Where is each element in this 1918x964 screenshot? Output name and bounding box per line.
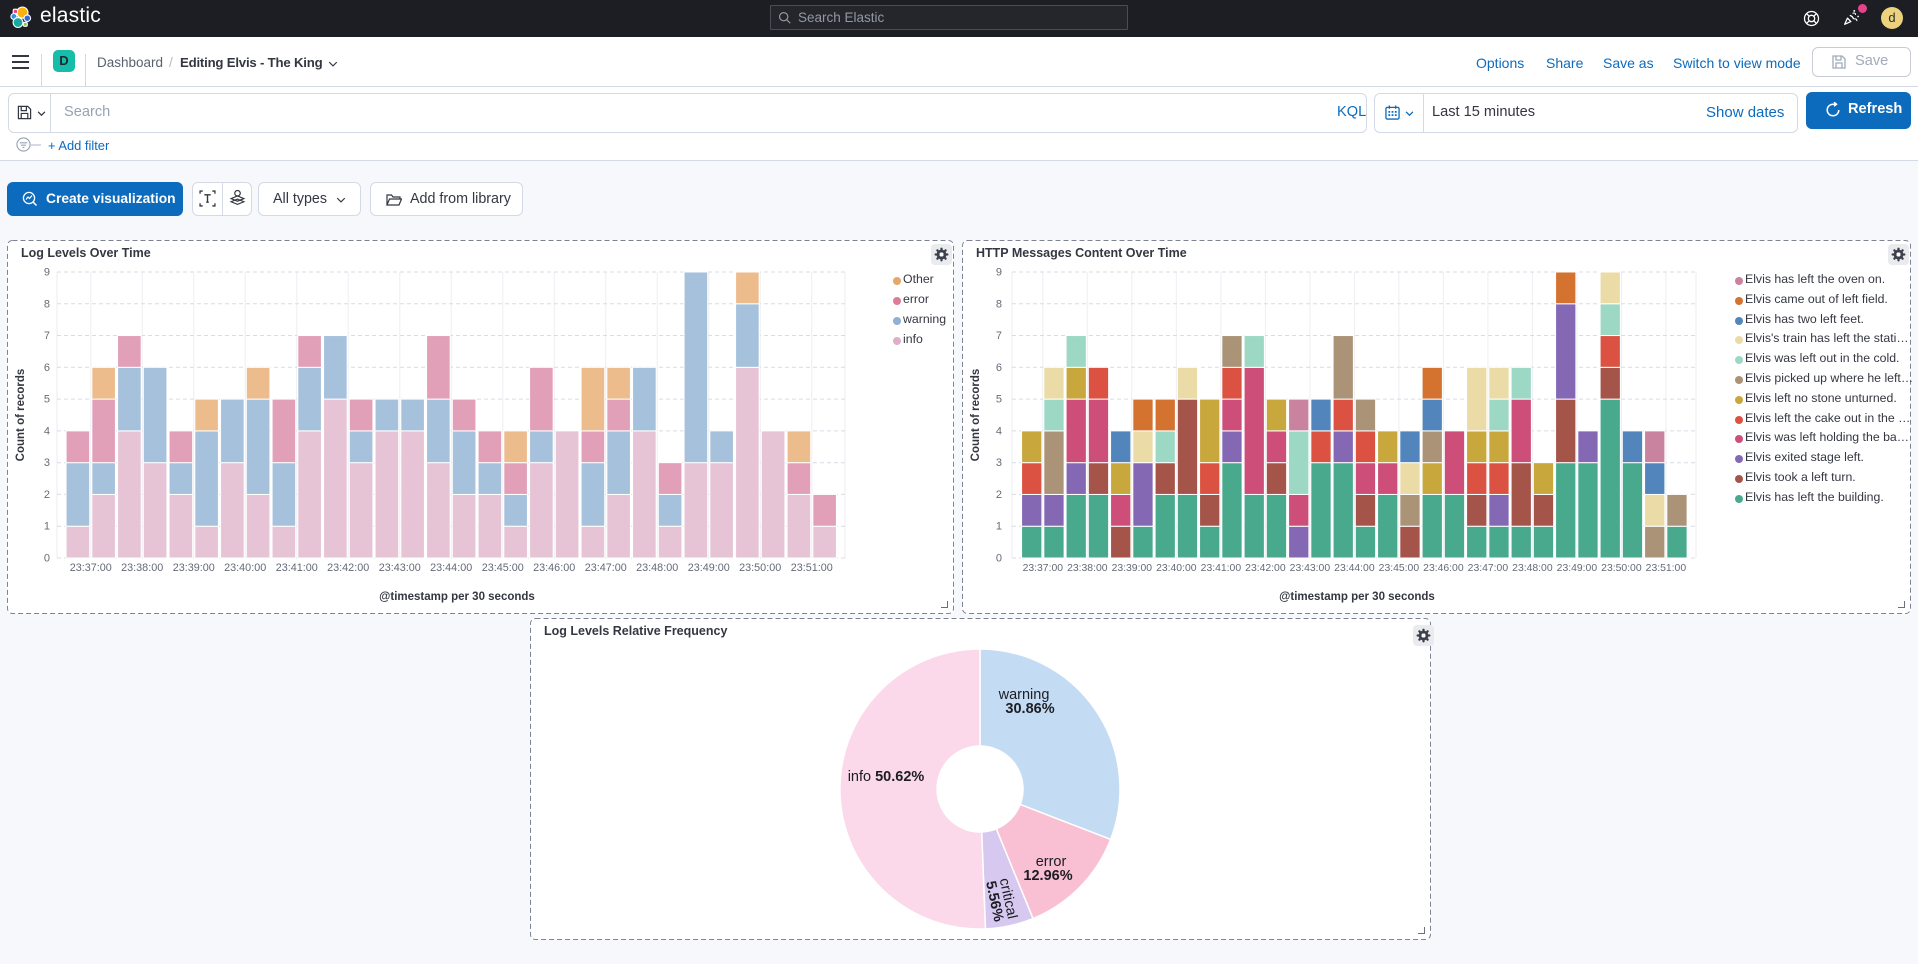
svg-text:23:46:00: 23:46:00: [533, 562, 575, 574]
svg-text:12.96%: 12.96%: [1023, 868, 1072, 884]
svg-text:info 50.62%: info 50.62%: [848, 769, 925, 785]
svg-text:4: 4: [996, 425, 1002, 437]
svg-text:23:40:00: 23:40:00: [224, 562, 266, 574]
svg-text:23:39:00: 23:39:00: [1112, 563, 1153, 574]
svg-text:23:51:00: 23:51:00: [1646, 563, 1687, 574]
svg-text:0: 0: [996, 553, 1002, 565]
svg-text:6: 6: [996, 362, 1002, 374]
svg-text:23:39:00: 23:39:00: [173, 562, 215, 574]
svg-text:8: 8: [996, 298, 1002, 310]
svg-text:23:37:00: 23:37:00: [1023, 563, 1064, 574]
svg-text:7: 7: [44, 330, 50, 342]
svg-text:23:43:00: 23:43:00: [1290, 563, 1331, 574]
svg-text:23:50:00: 23:50:00: [739, 562, 781, 574]
svg-text:5: 5: [44, 394, 50, 406]
svg-text:error: error: [1036, 854, 1067, 870]
svg-text:23:51:00: 23:51:00: [791, 562, 833, 574]
svg-text:23:41:00: 23:41:00: [1201, 563, 1242, 574]
svg-text:1: 1: [44, 521, 50, 533]
svg-text:23:49:00: 23:49:00: [688, 562, 730, 574]
svg-text:0: 0: [44, 553, 50, 565]
svg-text:23:45:00: 23:45:00: [1379, 563, 1420, 574]
svg-text:23:41:00: 23:41:00: [276, 562, 318, 574]
svg-text:8: 8: [44, 298, 50, 310]
svg-text:23:43:00: 23:43:00: [379, 562, 421, 574]
svg-text:23:50:00: 23:50:00: [1601, 563, 1642, 574]
svg-text:2: 2: [44, 489, 50, 501]
svg-text:5: 5: [996, 394, 1002, 406]
svg-text:23:49:00: 23:49:00: [1557, 563, 1598, 574]
svg-text:23:44:00: 23:44:00: [430, 562, 472, 574]
svg-text:3: 3: [44, 457, 50, 469]
svg-text:23:44:00: 23:44:00: [1334, 563, 1375, 574]
svg-text:2: 2: [996, 489, 1002, 501]
svg-text:23:37:00: 23:37:00: [70, 562, 112, 574]
svg-text:23:38:00: 23:38:00: [121, 562, 163, 574]
svg-text:23:47:00: 23:47:00: [1468, 563, 1509, 574]
svg-text:23:48:00: 23:48:00: [1512, 563, 1553, 574]
svg-text:warning: warning: [998, 687, 1050, 703]
svg-text:23:45:00: 23:45:00: [482, 562, 524, 574]
svg-text:23:47:00: 23:47:00: [585, 562, 627, 574]
svg-text:30.86%: 30.86%: [1005, 701, 1054, 717]
svg-text:23:46:00: 23:46:00: [1423, 563, 1464, 574]
svg-text:3: 3: [996, 457, 1002, 469]
svg-text:4: 4: [44, 425, 50, 437]
svg-text:6: 6: [44, 362, 50, 374]
svg-text:9: 9: [44, 267, 50, 279]
svg-text:23:42:00: 23:42:00: [327, 562, 369, 574]
svg-text:23:38:00: 23:38:00: [1067, 563, 1108, 574]
svg-text:9: 9: [996, 267, 1002, 279]
svg-text:23:40:00: 23:40:00: [1156, 563, 1197, 574]
svg-text:23:42:00: 23:42:00: [1245, 563, 1286, 574]
svg-text:1: 1: [996, 521, 1002, 533]
svg-text:23:48:00: 23:48:00: [636, 562, 678, 574]
svg-text:7: 7: [996, 330, 1002, 342]
